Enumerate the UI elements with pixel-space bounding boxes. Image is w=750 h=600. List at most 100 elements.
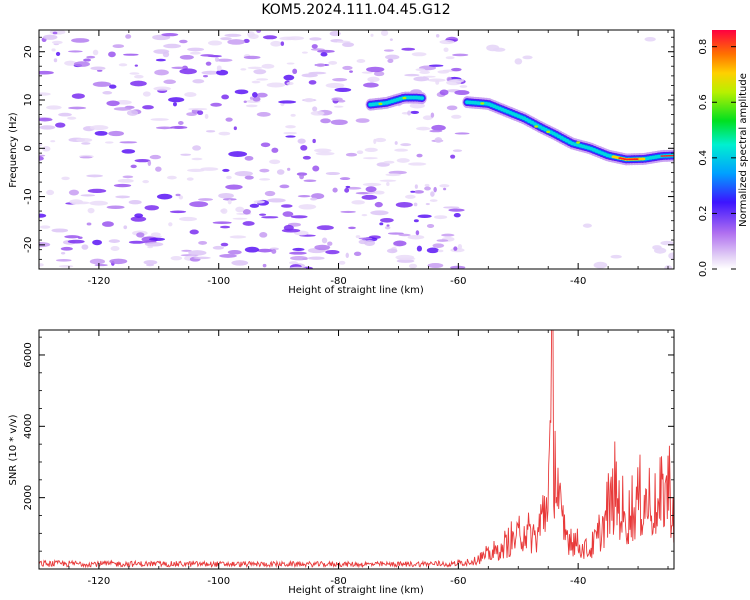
spectrogram-noise-blob — [379, 179, 397, 182]
spectrogram-noise-blob — [361, 213, 368, 217]
spectrogram-ridge-core — [670, 154, 674, 157]
spectrogram-noise-blob — [113, 107, 132, 111]
spectrogram-noise-blob — [410, 110, 420, 114]
spectrogram-noise-blob — [153, 86, 171, 91]
spectrogram-noise-blob — [332, 187, 338, 193]
spectrogram-noise-blob — [71, 38, 90, 43]
spectrogram-noise-blob — [123, 225, 128, 230]
spectrogram-noise-blob — [227, 199, 232, 205]
spectrogram-noise-blob — [314, 148, 332, 153]
snr-series-line — [39, 330, 674, 569]
spectrogram-noise-blob — [252, 96, 261, 102]
spectrogram-noise-blob — [200, 54, 215, 57]
spectrogram-noise-blob — [253, 200, 265, 204]
spectrogram-noise-blob — [315, 63, 326, 68]
spectrogram-noise-blob — [281, 228, 301, 233]
spectrogram-noise-blob — [142, 179, 149, 184]
spectrogram-noise-blob — [303, 179, 317, 182]
spectrogram-noise-blob — [256, 78, 269, 81]
spectrogram-ylabel: Frequency (Hz) — [8, 112, 19, 188]
spectrogram-noise-blob — [264, 190, 276, 197]
spectrogram-noise-blob — [416, 153, 423, 158]
y-tick-label: 2000 — [23, 485, 34, 510]
y-tick-label: 4000 — [23, 414, 34, 439]
spectrogram-noise-blob — [389, 38, 393, 41]
spectrogram-noise-blob — [184, 92, 197, 98]
spectrogram-noise-blob — [173, 102, 177, 107]
spectrogram-noise-blob — [435, 80, 440, 85]
x-tick-label: -120 — [88, 276, 111, 287]
spectrogram-noise-blob — [374, 201, 383, 208]
spectrogram-noise-blob — [385, 54, 400, 60]
spectrogram-noise-blob — [39, 225, 51, 229]
figure-title: KOM5.2024.111.04.45.G12 — [261, 2, 450, 18]
spectrogram-noise-blob — [386, 224, 390, 227]
spectrogram-noise-blob — [193, 256, 211, 260]
snr-ylabel: SNR (10 * v/v) — [8, 414, 19, 485]
spectrogram-noise-blob — [220, 242, 229, 247]
spectrogram-noise-blob — [228, 151, 248, 157]
colorbar-tick-label: 0.0 — [698, 261, 709, 277]
spectrogram-noise-blob — [437, 70, 450, 74]
spectrogram-noise-blob — [109, 258, 128, 265]
spectrogram-noise-blob — [425, 202, 430, 206]
colorbar-tick-label: 0.8 — [698, 39, 709, 55]
spectrogram-noise-blob — [189, 201, 209, 208]
spectrogram-noise-blob — [81, 142, 91, 145]
spectrogram-noise-blob — [119, 141, 138, 144]
spectrogram-noise-blob — [486, 44, 500, 52]
spectrogram-noise-blob — [178, 195, 184, 200]
spectrogram-noise-blob — [60, 246, 73, 251]
spectrogram-noise-blob — [348, 226, 356, 230]
spectrogram-noise-blob — [304, 97, 315, 103]
spectrogram-noise-blob — [342, 42, 355, 48]
spectrogram-noise-blob — [222, 168, 230, 172]
spectrogram-noise-blob — [383, 49, 394, 52]
spectrogram-noise-blob — [234, 171, 253, 177]
spectrogram-noise-blob — [134, 213, 144, 218]
spectrogram-noise-blob — [170, 255, 183, 261]
spectrogram-noise-blob — [50, 140, 56, 143]
spectrogram-noise-blob — [320, 52, 328, 57]
spectrogram-noise-blob — [134, 74, 144, 79]
spectrogram-noise-blob — [203, 74, 208, 78]
spectrogram-noise-blob — [441, 233, 455, 237]
spectrogram-noise-blob — [192, 145, 202, 151]
spectrogram-noise-blob — [340, 210, 356, 213]
spectrogram-noise-blob — [417, 214, 432, 219]
spectrogram-noise-blob — [370, 210, 389, 216]
colorbar-tick-label: 0.4 — [698, 150, 709, 166]
spectrogram-noise-blob — [219, 254, 237, 258]
spectrogram-noise-blob — [201, 70, 220, 75]
spectrogram-noise-blob — [89, 125, 109, 131]
spectrogram-noise-blob — [283, 131, 297, 135]
spectrogram-noise-blob — [251, 80, 261, 84]
spectrogram-noise-blob — [261, 216, 279, 219]
spectrogram-noise-blob — [280, 41, 285, 46]
spectrogram-heatmap — [39, 30, 674, 269]
spectrogram-noise-blob — [207, 40, 223, 46]
spectrogram-noise-blob — [60, 251, 66, 255]
spectrogram-noise-blob — [130, 80, 147, 87]
spectrogram-noise-blob — [329, 31, 341, 37]
spectrogram-noise-blob — [170, 125, 188, 129]
spectrogram-noise-blob — [259, 232, 268, 238]
spectrogram-noise-blob — [53, 58, 58, 63]
spectrogram-noise-blob — [253, 69, 267, 75]
spectrogram-noise-blob — [448, 208, 465, 212]
spectrogram-noise-blob — [112, 44, 125, 49]
spectrogram-noise-blob — [405, 194, 416, 199]
spectrogram-noise-blob — [134, 64, 138, 67]
spectrogram-noise-blob — [179, 68, 197, 75]
spectrogram-noise-blob — [104, 141, 114, 144]
spectrogram-noise-blob — [459, 85, 468, 88]
spectrogram-noise-blob — [92, 49, 99, 56]
y-tick-label: 10 — [23, 94, 34, 107]
spectrogram-noise-blob — [325, 82, 345, 89]
spectrogram-noise-blob — [169, 210, 187, 214]
x-tick-label: -60 — [450, 276, 466, 287]
spectrogram-noise-blob — [413, 76, 430, 82]
spectrogram-noise-blob — [61, 176, 70, 181]
spectrogram-noise-blob — [278, 100, 297, 104]
